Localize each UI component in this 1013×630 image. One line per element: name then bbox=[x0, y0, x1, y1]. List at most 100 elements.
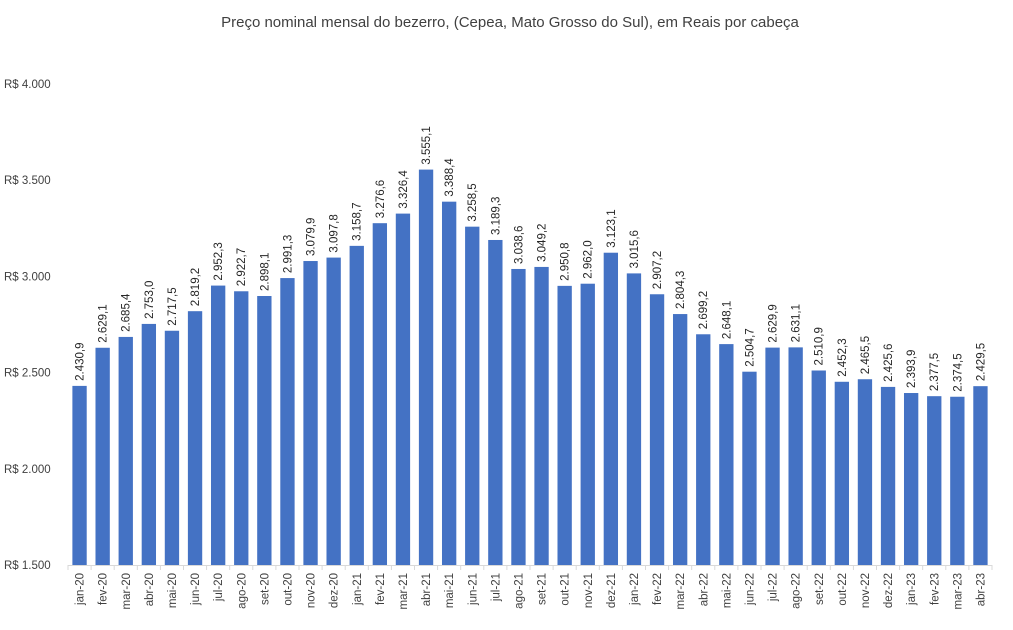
data-label: 3.038,6 bbox=[513, 226, 525, 264]
data-label: 2.753,0 bbox=[144, 281, 156, 319]
x-tick-label: out-22 bbox=[837, 573, 849, 606]
bar bbox=[534, 266, 549, 565]
data-label: 3.555,1 bbox=[421, 126, 433, 164]
x-tick-label: abr-20 bbox=[144, 573, 156, 606]
bar bbox=[511, 268, 526, 565]
bar bbox=[95, 347, 110, 565]
data-label: 3.079,9 bbox=[306, 218, 318, 256]
x-tick-label: jan-22 bbox=[629, 573, 641, 606]
x-axis: jan-20 fev-20 mar-20 abr-20 mai-20 jun-20 jul-… bbox=[67, 565, 993, 609]
x-tick-label: mar-23 bbox=[952, 573, 964, 609]
data-label: 2.631,1 bbox=[791, 304, 803, 342]
bar bbox=[280, 278, 295, 565]
bar bbox=[580, 283, 595, 565]
data-label: 2.907,2 bbox=[652, 251, 664, 289]
data-label: 3.326,4 bbox=[398, 170, 410, 209]
data-label: 2.430,9 bbox=[75, 343, 87, 381]
data-label: 3.276,6 bbox=[375, 180, 387, 218]
bar bbox=[765, 347, 780, 565]
data-label: 2.685,4 bbox=[121, 293, 133, 332]
x-tick-label: out-20 bbox=[282, 573, 294, 606]
data-label: 3.097,8 bbox=[329, 214, 341, 252]
bar bbox=[603, 252, 619, 565]
bar bbox=[557, 285, 572, 565]
x-tick-label: nov-22 bbox=[860, 573, 872, 608]
x-tick-label: abr-23 bbox=[975, 573, 987, 606]
bar bbox=[326, 257, 341, 565]
x-tick-label: abr-22 bbox=[698, 573, 710, 606]
x-tick-label: mar-20 bbox=[121, 573, 133, 609]
y-tick-label: R$ 2.000 bbox=[4, 464, 51, 476]
data-label: 2.510,9 bbox=[814, 327, 826, 365]
data-label: 2.962,0 bbox=[583, 240, 595, 278]
x-tick-label: fev-23 bbox=[929, 573, 941, 605]
x-tick-label: mai-20 bbox=[167, 573, 179, 608]
y-tick-label: R$ 3.000 bbox=[4, 271, 51, 283]
x-tick-label: mai-21 bbox=[444, 573, 456, 608]
bar bbox=[649, 294, 665, 565]
data-label: 2.452,3 bbox=[837, 338, 849, 376]
x-tick-label: ago-22 bbox=[791, 573, 803, 609]
bar bbox=[349, 245, 364, 565]
data-label: 2.465,5 bbox=[860, 336, 872, 374]
x-tick-label: jun-22 bbox=[744, 573, 756, 606]
data-label: 3.049,2 bbox=[537, 224, 549, 262]
bar bbox=[488, 239, 503, 565]
bar-series bbox=[72, 169, 988, 565]
x-tick-label: nov-20 bbox=[306, 573, 318, 608]
data-labels: 2.430,9 2.629,1 2.685,4 2.753,0 2.717,5 2.819… bbox=[75, 126, 988, 392]
x-tick-label: mai-22 bbox=[721, 573, 733, 608]
bar bbox=[210, 285, 226, 565]
x-tick-label: ago-21 bbox=[513, 573, 525, 609]
x-tick-label: abr-21 bbox=[421, 573, 433, 606]
y-tick-label: R$ 2.500 bbox=[4, 368, 51, 380]
data-label: 2.991,3 bbox=[282, 235, 294, 273]
bar bbox=[234, 291, 249, 565]
bar bbox=[742, 371, 757, 565]
bar bbox=[719, 344, 734, 565]
data-label: 2.648,1 bbox=[721, 301, 733, 339]
data-label: 2.952,3 bbox=[213, 242, 225, 280]
data-label: 2.629,9 bbox=[768, 304, 780, 342]
x-tick-label: set-22 bbox=[814, 573, 826, 605]
data-label: 2.425,6 bbox=[883, 344, 895, 382]
data-label: 2.819,2 bbox=[190, 268, 202, 306]
x-tick-label: jan-23 bbox=[906, 573, 918, 606]
data-label: 3.189,3 bbox=[490, 197, 502, 235]
bar bbox=[811, 370, 826, 565]
bar bbox=[465, 226, 480, 565]
x-tick-label: jul-22 bbox=[768, 573, 780, 602]
bar bbox=[950, 396, 965, 565]
x-tick-label: nov-21 bbox=[583, 573, 595, 608]
bar bbox=[903, 393, 919, 565]
data-label: 3.158,7 bbox=[352, 202, 364, 240]
x-tick-label: jan-20 bbox=[75, 573, 87, 606]
data-label: 2.922,7 bbox=[236, 248, 248, 286]
bar bbox=[72, 385, 87, 565]
bar bbox=[257, 296, 272, 565]
data-label: 2.950,8 bbox=[560, 242, 572, 280]
data-label: 2.717,5 bbox=[167, 287, 179, 325]
bar bbox=[857, 379, 873, 565]
bar bbox=[696, 334, 711, 565]
data-label: 2.374,5 bbox=[952, 353, 964, 391]
bar bbox=[118, 336, 133, 565]
bar bbox=[788, 347, 803, 565]
x-tick-label: set-21 bbox=[537, 573, 549, 605]
bar bbox=[672, 314, 688, 565]
bar bbox=[303, 261, 318, 565]
x-tick-label: dez-20 bbox=[329, 573, 341, 608]
x-tick-label: set-20 bbox=[259, 573, 271, 605]
bar bbox=[187, 311, 203, 565]
bar bbox=[880, 386, 896, 565]
x-tick-label: ago-20 bbox=[236, 573, 248, 609]
x-tick-label: fev-22 bbox=[652, 573, 664, 605]
bar bbox=[441, 201, 457, 565]
bar bbox=[164, 330, 180, 565]
bar bbox=[395, 213, 411, 565]
x-tick-label: fev-20 bbox=[98, 573, 110, 605]
x-tick-label: fev-21 bbox=[375, 573, 387, 605]
bar bbox=[973, 386, 988, 565]
